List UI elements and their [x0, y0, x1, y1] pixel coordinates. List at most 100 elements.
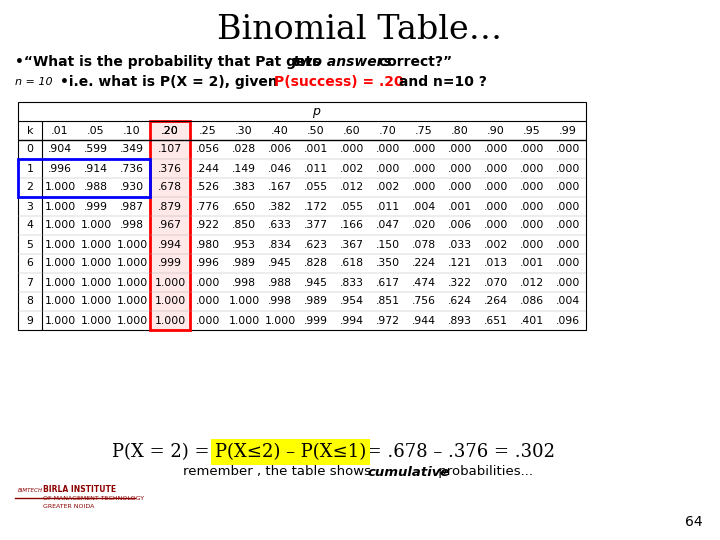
Text: 0: 0: [27, 145, 34, 154]
Text: P(success) = .20: P(success) = .20: [274, 75, 404, 89]
Text: .987: .987: [120, 201, 144, 212]
Text: .086: .086: [520, 296, 544, 307]
Text: 1.000: 1.000: [81, 278, 112, 287]
Text: .000: .000: [556, 278, 580, 287]
Text: .001: .001: [448, 201, 472, 212]
Text: 1.000: 1.000: [154, 315, 186, 326]
Text: .046: .046: [268, 164, 292, 173]
Text: .012: .012: [340, 183, 364, 192]
Text: .945: .945: [304, 278, 328, 287]
Text: .000: .000: [196, 296, 220, 307]
Text: 1.000: 1.000: [81, 240, 112, 249]
Text: .166: .166: [340, 220, 364, 231]
Text: 1.000: 1.000: [228, 296, 260, 307]
Text: .988: .988: [84, 183, 108, 192]
Text: .000: .000: [196, 278, 220, 287]
Text: 1.000: 1.000: [154, 296, 186, 307]
Text: .006: .006: [448, 220, 472, 231]
Text: .50: .50: [307, 125, 325, 136]
Text: .624: .624: [448, 296, 472, 307]
Text: .000: .000: [412, 183, 436, 192]
Text: .833: .833: [340, 278, 364, 287]
Text: .60: .60: [343, 125, 361, 136]
Text: 1.000: 1.000: [81, 220, 112, 231]
Text: p: p: [312, 105, 320, 118]
Text: .988: .988: [268, 278, 292, 287]
Text: 1.000: 1.000: [228, 315, 260, 326]
Text: .376: .376: [158, 164, 182, 173]
Text: .000: .000: [556, 145, 580, 154]
Text: .998: .998: [120, 220, 144, 231]
Text: .000: .000: [376, 164, 400, 173]
Text: 1.000: 1.000: [81, 315, 112, 326]
Text: n = 10: n = 10: [15, 77, 53, 87]
Text: 9: 9: [27, 315, 33, 326]
Text: .474: .474: [412, 278, 436, 287]
Text: .967: .967: [158, 220, 182, 231]
Text: .999: .999: [158, 259, 182, 268]
Text: .383: .383: [232, 183, 256, 192]
Text: .096: .096: [556, 315, 580, 326]
Text: .055: .055: [340, 201, 364, 212]
Text: .264: .264: [484, 296, 508, 307]
Text: .000: .000: [520, 220, 544, 231]
Text: .001: .001: [304, 145, 328, 154]
Text: .904: .904: [48, 145, 72, 154]
Text: .000: .000: [484, 164, 508, 173]
Text: .002: .002: [484, 240, 508, 249]
Text: 1.000: 1.000: [117, 296, 148, 307]
Text: .401: .401: [520, 315, 544, 326]
Text: .004: .004: [556, 296, 580, 307]
Text: .000: .000: [556, 164, 580, 173]
Text: 1.000: 1.000: [117, 278, 148, 287]
Text: 1.000: 1.000: [45, 315, 76, 326]
Text: remember , the table shows: remember , the table shows: [183, 465, 375, 478]
Text: .004: .004: [412, 201, 436, 212]
Text: .70: .70: [379, 125, 397, 136]
Text: .989: .989: [304, 296, 328, 307]
Text: .000: .000: [520, 201, 544, 212]
Text: 1.000: 1.000: [45, 201, 76, 212]
Text: .40: .40: [271, 125, 289, 136]
Text: .244: .244: [196, 164, 220, 173]
Text: .945: .945: [268, 259, 292, 268]
Text: 1.000: 1.000: [117, 315, 148, 326]
Text: .367: .367: [340, 240, 364, 249]
Text: .599: .599: [84, 145, 108, 154]
Text: .000: .000: [412, 164, 436, 173]
Text: two answers: two answers: [293, 55, 392, 69]
Text: .954: .954: [340, 296, 364, 307]
Text: •“What is the probability that Pat gets: •“What is the probability that Pat gets: [15, 55, 325, 69]
Text: .000: .000: [520, 183, 544, 192]
Text: 3: 3: [27, 201, 33, 212]
Text: OF MANAGEMENT TECHNOLOGY: OF MANAGEMENT TECHNOLOGY: [43, 496, 144, 502]
Text: .20: .20: [161, 125, 179, 136]
Text: .020: .020: [412, 220, 436, 231]
Text: = .678 – .376 = .302: = .678 – .376 = .302: [363, 443, 555, 461]
Text: 1.000: 1.000: [154, 278, 186, 287]
Text: .000: .000: [448, 164, 472, 173]
Text: .000: .000: [484, 201, 508, 212]
Text: .322: .322: [448, 278, 472, 287]
Text: .776: .776: [196, 201, 220, 212]
Text: .922: .922: [196, 220, 220, 231]
Text: .000: .000: [556, 220, 580, 231]
Text: .95: .95: [523, 125, 541, 136]
Text: .30: .30: [235, 125, 253, 136]
Text: cumulative: cumulative: [368, 465, 451, 478]
Text: .000: .000: [556, 259, 580, 268]
Text: probabilities...: probabilities...: [434, 465, 533, 478]
Text: .377: .377: [304, 220, 328, 231]
Text: .994: .994: [340, 315, 364, 326]
Text: P(X = 2) =: P(X = 2) =: [112, 443, 213, 461]
Text: .002: .002: [340, 164, 364, 173]
Text: .944: .944: [412, 315, 436, 326]
Text: 1: 1: [27, 164, 33, 173]
Text: .000: .000: [340, 145, 364, 154]
Text: .10: .10: [123, 125, 141, 136]
Text: .350: .350: [376, 259, 400, 268]
Text: .000: .000: [556, 240, 580, 249]
Text: .121: .121: [448, 259, 472, 268]
Text: .828: .828: [304, 259, 328, 268]
Text: .75: .75: [415, 125, 433, 136]
